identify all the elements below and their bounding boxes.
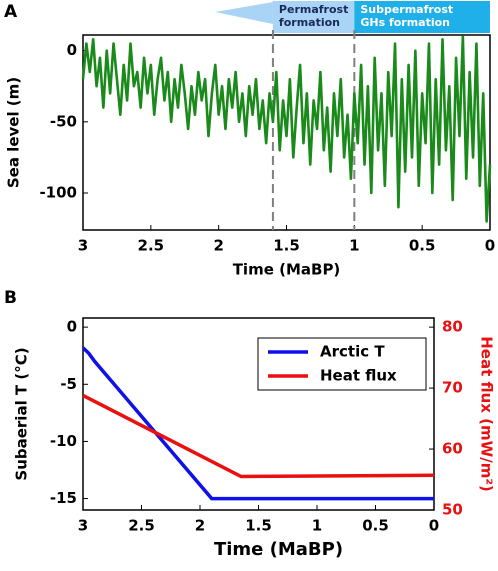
- x-tick-label: 2.5: [128, 517, 155, 535]
- y-tick-label: -5: [60, 375, 77, 393]
- x-axis-label: Time (MaBP): [233, 261, 341, 279]
- y-axis-label: Subaerial T (°C): [13, 347, 31, 480]
- y-axis-label: Sea level (m): [5, 77, 23, 188]
- data-line: [82, 393, 435, 479]
- annotation-text: GHs formation: [360, 16, 450, 29]
- x-tick-label: 0.5: [409, 237, 436, 255]
- y-tick-label: 0: [67, 41, 77, 59]
- x-tick-label: 0: [429, 517, 439, 535]
- data-line: [81, 35, 492, 223]
- x-tick-label: 3: [78, 517, 88, 535]
- y2-axis-label: Heat flux (mW/m²): [478, 336, 496, 492]
- x-tick-label: 2: [213, 237, 223, 255]
- x-tick-label: 3: [78, 237, 88, 255]
- y2-tick-label: 70: [442, 379, 463, 397]
- panel-label: B: [4, 288, 17, 308]
- legend-box: [257, 337, 427, 391]
- x-tick-label: 0.5: [362, 517, 389, 535]
- panel: B 3 2.5 2 1.5 1 0.5 0 Time (MaBP) -15 -10 -5 0 Subaer…: [4, 288, 496, 560]
- y-tick-label: -15: [50, 489, 77, 507]
- x-tick-label: 2.5: [138, 237, 165, 255]
- annotation-text: formation: [279, 16, 340, 29]
- legend-label: Arctic T: [320, 343, 385, 361]
- x-axis-label: Time (MaBP): [214, 539, 343, 560]
- y-tick-label: 0: [67, 318, 77, 336]
- annotation-text: Permafrost: [279, 3, 348, 16]
- y2-tick-label: 60: [442, 440, 463, 458]
- annotation-text: Subpermafrost: [360, 3, 453, 16]
- y-tick-label: -50: [50, 112, 77, 130]
- y-tick-label: -100: [39, 183, 77, 201]
- panel-label: A: [4, 2, 18, 22]
- annotation-box: [272, 1, 355, 33]
- x-tick-label: 1.5: [273, 237, 300, 255]
- y2-tick-label: 50: [442, 501, 463, 519]
- x-tick-label: 2: [195, 517, 205, 535]
- annotation-box: [354, 1, 490, 33]
- y-tick-label: -10: [50, 432, 77, 450]
- y2-tick-label: 80: [442, 318, 463, 336]
- x-tick-label: 1: [312, 517, 322, 535]
- x-tick-label: 1.5: [245, 517, 272, 535]
- x-tick-label: 1: [349, 237, 359, 255]
- legend-label: Heat flux: [320, 367, 397, 385]
- data-line: [81, 346, 434, 501]
- arrow: [214, 2, 273, 24]
- x-tick-label: 0: [485, 237, 495, 255]
